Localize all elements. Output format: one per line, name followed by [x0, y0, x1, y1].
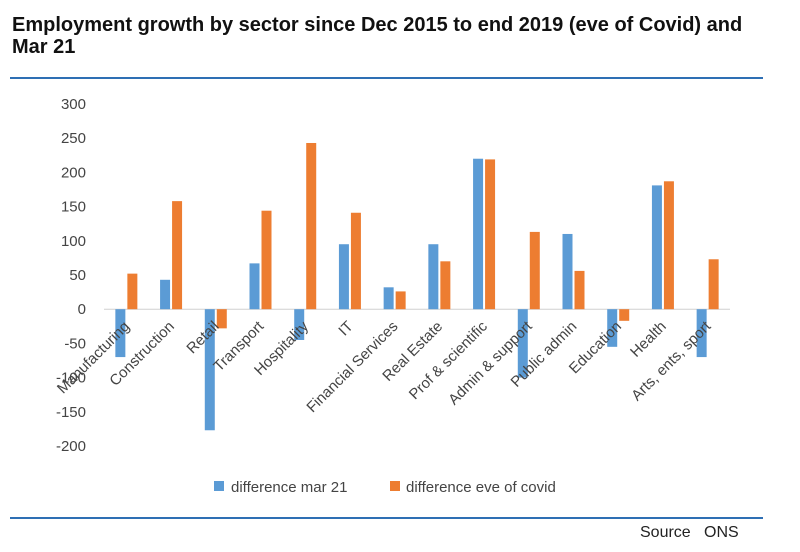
bar-series2: [529, 231, 540, 310]
bar-series2: [485, 159, 496, 310]
y-tick-label: 50: [69, 267, 86, 284]
bar-series2: [127, 273, 138, 310]
chart-title: Employment growth by sector since Dec 20…: [12, 14, 743, 58]
category-label: Retail: [183, 318, 222, 357]
legend-swatch-series1: [214, 481, 224, 491]
bar-series2: [216, 309, 227, 329]
bar-series1: [115, 309, 126, 358]
y-tick-label: -150: [56, 404, 86, 421]
bar-series2: [350, 212, 361, 310]
y-tick-label: -50: [64, 335, 86, 352]
bar-series1: [338, 244, 349, 310]
source-note: Source ONS: [640, 524, 739, 541]
y-tick-label: 150: [61, 199, 86, 216]
bar-series2: [261, 210, 272, 310]
bar-series1: [249, 263, 260, 310]
y-tick-label: 250: [61, 130, 86, 147]
bar-series1: [294, 309, 305, 340]
bar-series1: [607, 309, 618, 347]
bar-series2: [619, 309, 630, 321]
category-label: Prof & scientific: [406, 318, 491, 403]
bar-series2: [172, 201, 183, 310]
legend-label-series2: difference eve of covid: [406, 479, 556, 496]
bar-series1: [517, 309, 528, 378]
legend: difference mar 21 difference eve of covi…: [214, 479, 556, 496]
category-label: IT: [335, 318, 356, 339]
bottom-rule: [10, 517, 763, 519]
bar-series2: [440, 261, 451, 310]
bar-series1: [204, 309, 215, 431]
category-label: Arts, ents, sport: [628, 317, 715, 404]
top-rule: [10, 77, 763, 79]
bar-series1: [562, 233, 573, 310]
bar-series2: [663, 181, 674, 310]
bar-series1: [383, 287, 394, 310]
bar-series2: [306, 142, 317, 310]
y-tick-label: 0: [78, 301, 86, 318]
y-tick-label: -200: [56, 438, 86, 455]
y-axis: 300 250 200 150 100 50 0 -50 -100 -150 -200: [56, 96, 730, 455]
y-tick-label: 200: [61, 164, 86, 181]
y-tick-label: 300: [61, 96, 86, 113]
legend-swatch-series2: [390, 481, 400, 491]
bar-series1: [651, 185, 662, 310]
bar-series2: [395, 291, 406, 310]
y-tick-label: -100: [56, 370, 86, 387]
bar-series1: [428, 244, 439, 310]
y-tick-label: 100: [61, 233, 86, 250]
bar-series1: [160, 279, 171, 310]
bars: [115, 142, 719, 431]
bar-series2: [574, 270, 585, 310]
legend-label-series1: difference mar 21: [231, 479, 347, 496]
bar-series1: [696, 309, 707, 358]
category-label: Health: [627, 318, 670, 361]
bar-series1: [473, 158, 484, 310]
bar-series2: [708, 259, 719, 310]
